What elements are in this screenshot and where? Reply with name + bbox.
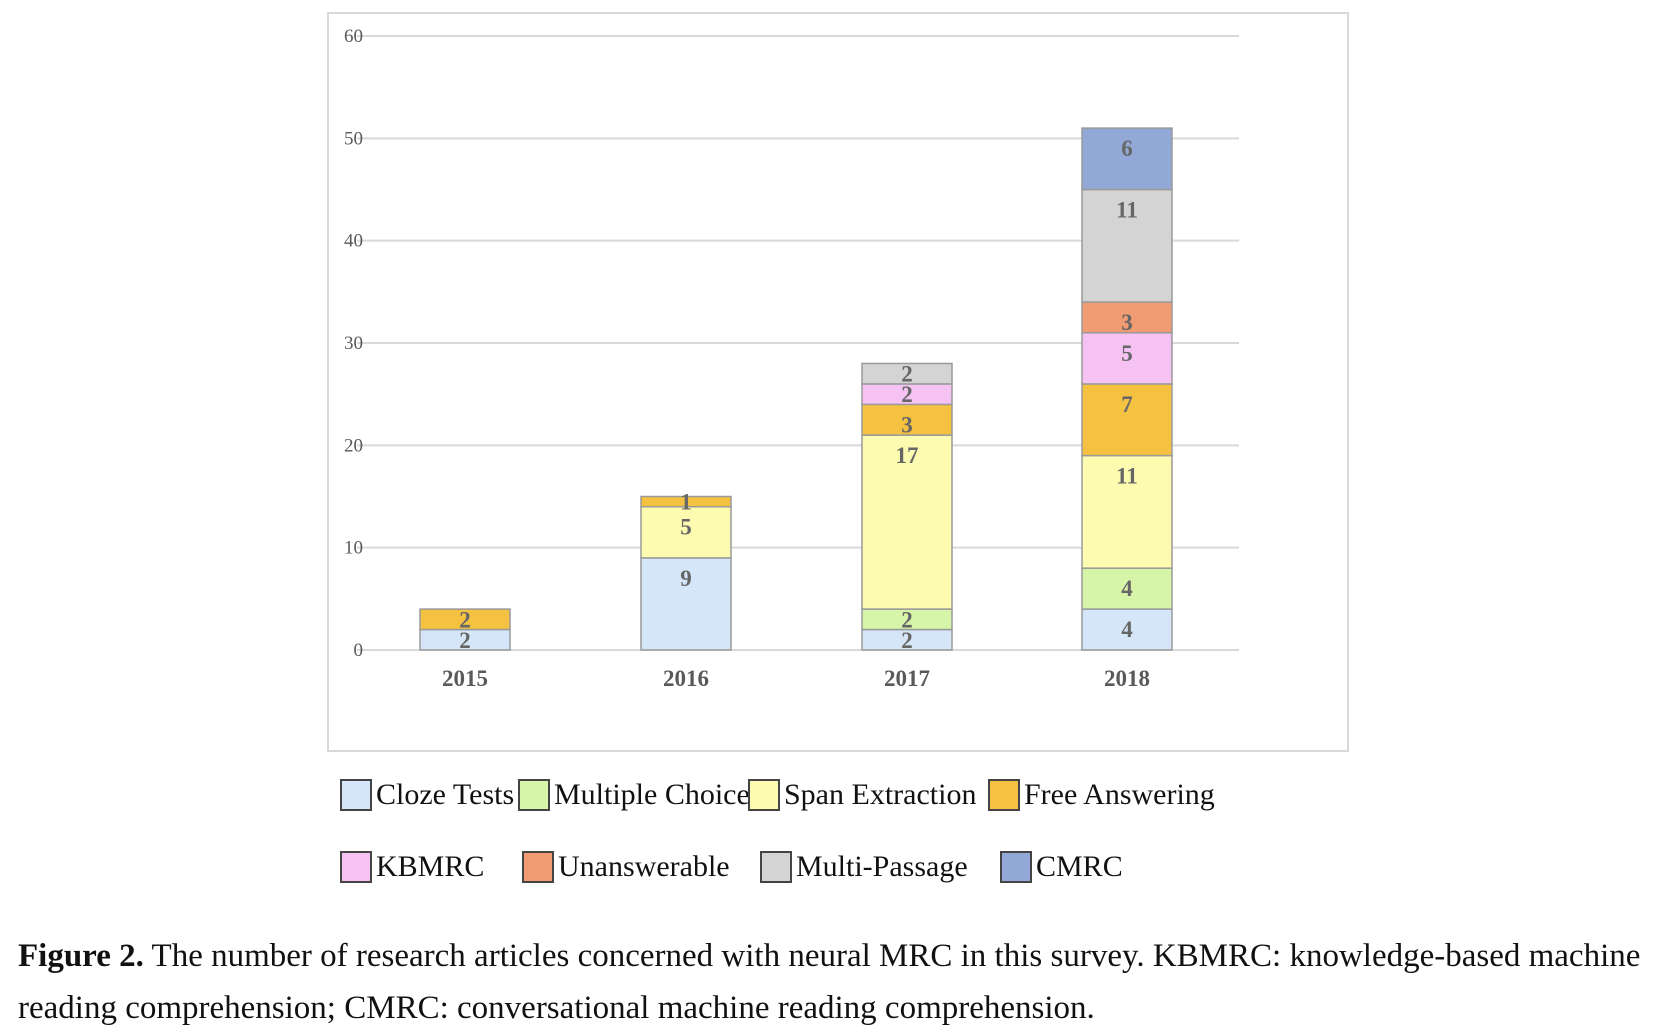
bar-2016-span-extraction-label: 5 — [680, 515, 692, 540]
bar-2018-multi-passage-label: 11 — [1116, 198, 1138, 223]
legend-swatch-multi-passage — [760, 851, 792, 883]
bar-2015-cloze-tests-label: 2 — [459, 628, 471, 653]
bar-2017-multiple-choice-label: 2 — [901, 607, 913, 632]
bar-2016-cloze-tests — [640, 557, 732, 651]
legend-item-span-extraction: Span Extraction — [748, 775, 976, 815]
bar-2016-free-answering-label: 1 — [680, 490, 692, 515]
bar-2017-multi-passage — [861, 362, 953, 385]
bar-2018-multiple-choice-label: 4 — [1121, 576, 1133, 601]
legend-item-cmrc: CMRC — [1000, 847, 1123, 887]
legend-swatch-free-answering — [988, 779, 1020, 811]
figure-number: Figure 2. — [18, 938, 144, 974]
bar-2018-cloze-tests — [1081, 608, 1173, 651]
y-tick-label-0: 0 — [354, 640, 364, 661]
legend: Cloze Tests Multiple Choice Span Extractio… — [340, 775, 1350, 905]
legend-label-free-answering: Free Answering — [1024, 778, 1215, 811]
legend-label-kbmrc: KBMRC — [376, 850, 485, 883]
legend-swatch-cloze-tests — [340, 779, 372, 811]
legend-swatch-cmrc — [1000, 851, 1032, 883]
y-tick-label-10: 10 — [344, 538, 363, 559]
bar-2017-free-answering — [861, 403, 953, 436]
legend-swatch-unanswerable — [522, 851, 554, 883]
bar-2018-multi-passage — [1081, 188, 1173, 303]
stacked-bar-chart: 0102030405060222015951201622173222017441… — [344, 26, 1239, 691]
bar-2015-free-answering — [419, 608, 511, 631]
bar-2017-cloze-tests-label: 2 — [901, 628, 913, 653]
caption-text: The number of research articles concerne… — [18, 938, 1641, 1026]
legend-item-cloze-tests: Cloze Tests — [340, 775, 514, 815]
bar-2018-cmrc — [1081, 127, 1173, 191]
bar-2018-free-answering — [1081, 383, 1173, 457]
legend-item-kbmrc: KBMRC — [340, 847, 484, 887]
figure-caption: Figure 2. The number of research article… — [18, 930, 1668, 1034]
bar-2017-span-extraction-label: 17 — [896, 443, 919, 468]
bar-2018-cloze-tests-label: 4 — [1121, 617, 1133, 642]
x-tick-label-2015: 2015 — [442, 666, 488, 691]
legend-label-multi-passage: Multi-Passage — [796, 850, 968, 883]
bar-2018-unanswerable-label: 3 — [1121, 310, 1133, 335]
legend-swatch-span-extraction — [748, 779, 780, 811]
bar-2018-cmrc-label: 6 — [1121, 136, 1133, 161]
bar-2017-free-answering-label: 3 — [901, 412, 913, 437]
bar-2015-free-answering-label: 2 — [459, 607, 471, 632]
bar-2018-kbmrc-label: 5 — [1121, 341, 1133, 366]
x-tick-label-2016: 2016 — [663, 666, 709, 691]
y-tick-label-60: 60 — [344, 26, 363, 47]
legend-label-unanswerable: Unanswerable — [558, 850, 730, 883]
bar-2016-cloze-tests-label: 9 — [680, 566, 692, 591]
x-tick-label-2017: 2017 — [884, 666, 930, 691]
legend-swatch-kbmrc — [340, 851, 372, 883]
bar-2017-span-extraction — [861, 434, 953, 610]
legend-label-span-extraction: Span Extraction — [784, 778, 977, 811]
y-tick-label-30: 30 — [344, 333, 363, 354]
legend-label-cloze-tests: Cloze Tests — [376, 778, 515, 811]
y-tick-label-20: 20 — [344, 435, 363, 456]
x-tick-label-2018: 2018 — [1104, 666, 1150, 691]
legend-swatch-multiple-choice — [518, 779, 550, 811]
legend-label-multiple-choice: Multiple Choice — [554, 778, 750, 811]
legend-item-unanswerable: Unanswerable — [522, 847, 730, 887]
bar-2018-multiple-choice — [1081, 567, 1173, 610]
bar-2016-free-answering — [640, 495, 732, 508]
chart-frame: 0 10 20 30 40 50 60 2 2 2015 9 5 1 2016 2 2 17 3 2 2 2017 4 4 1… — [327, 12, 1349, 752]
bar-2018-kbmrc — [1081, 332, 1173, 385]
bar-2018-unanswerable — [1081, 301, 1173, 334]
legend-item-multi-passage: Multi-Passage — [760, 847, 968, 887]
y-tick-label-50: 50 — [344, 128, 363, 149]
bar-2018-free-answering-label: 7 — [1121, 392, 1133, 417]
bar-2017-multi-passage-label: 2 — [901, 362, 913, 387]
legend-item-free-answering: Free Answering — [988, 775, 1215, 815]
bar-2018-span-extraction — [1081, 454, 1173, 569]
bar-2018-span-extraction-label: 11 — [1116, 464, 1138, 489]
y-tick-label-40: 40 — [344, 231, 363, 252]
legend-label-cmrc: CMRC — [1036, 850, 1123, 883]
legend-item-multiple-choice: Multiple Choice — [518, 775, 750, 815]
bar-2017-kbmrc-label: 2 — [901, 382, 913, 407]
